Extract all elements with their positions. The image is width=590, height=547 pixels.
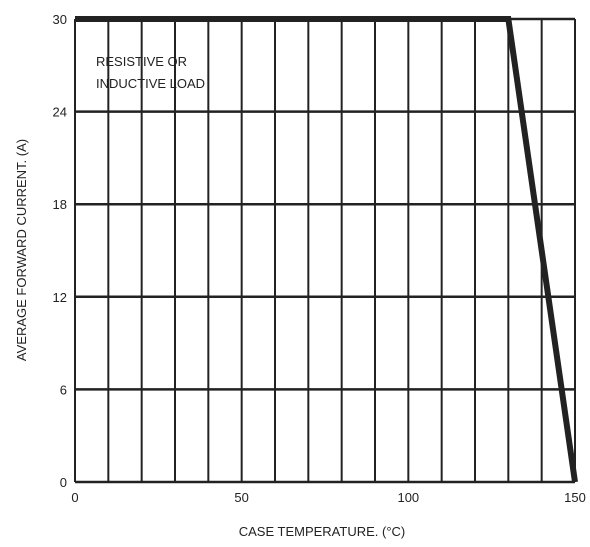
- annotation-line-2: INDUCTIVE LOAD: [96, 76, 205, 91]
- y-tick-labels: 0 6 12 18 24 30: [53, 12, 67, 490]
- y-axis-label: AVERAGE FORWARD CURRENT. (A): [14, 139, 29, 361]
- x-tick-label: 150: [564, 490, 586, 505]
- annotation-line-1: RESISTIVE OR: [96, 54, 187, 69]
- x-tick-labels: 0 50 100 150: [71, 490, 585, 505]
- y-tick-label: 6: [60, 382, 67, 397]
- x-tick-label: 100: [397, 490, 419, 505]
- y-tick-label: 30: [53, 12, 67, 27]
- x-axis-label: CASE TEMPERATURE. (°C): [239, 524, 406, 539]
- y-tick-label: 18: [53, 197, 67, 212]
- series-group: [75, 16, 578, 483]
- x-tick-label: 0: [71, 490, 78, 505]
- y-tick-label: 12: [53, 290, 67, 305]
- series-line: [75, 16, 578, 483]
- x-tick-label: 50: [234, 490, 248, 505]
- y-tick-label: 0: [60, 475, 67, 490]
- y-tick-label: 24: [53, 105, 67, 120]
